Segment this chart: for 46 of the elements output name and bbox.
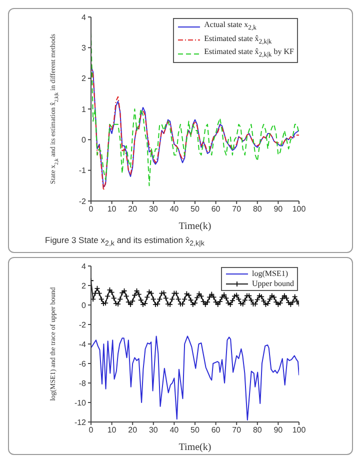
x-tick-label: 100 [292, 204, 306, 214]
x-tick-label: 30 [148, 204, 158, 214]
legend-label: Estimated state x̂$_{2,k|k}$ [204, 34, 272, 48]
y-tick-label: -4 [78, 340, 87, 349]
x-axis-title: Time(k) [178, 442, 212, 453]
y-tick-label: 2 [82, 281, 87, 290]
x-tick-label: 50 [190, 425, 200, 434]
x-tick-label: 70 [232, 425, 242, 434]
x-tick-label: 20 [128, 425, 138, 434]
y-tick-label: 4 [82, 262, 87, 271]
y-tick-label: 4 [82, 12, 87, 22]
x-tick-label: 10 [107, 425, 117, 434]
y-tick-label: 0 [82, 136, 87, 145]
x-tick-label: 90 [274, 204, 284, 214]
y-tick-label: -8 [78, 378, 87, 388]
x-tick-label: 60 [211, 204, 221, 214]
x-axis-title: Time(k) [178, 221, 212, 232]
y-tick-label: -12 [74, 418, 87, 427]
x-tick-label: 30 [148, 425, 158, 434]
x-tick-label: 10 [107, 204, 117, 214]
x-tick-label: 0 [88, 204, 94, 214]
y-tick-label: -10 [74, 398, 87, 408]
x-tick-label: 100 [292, 425, 306, 434]
legend-label: Actual state x$_{2,k}$ [204, 20, 256, 34]
y-tick-label: 3 [82, 44, 87, 53]
x-tick-label: 40 [170, 425, 180, 434]
x-tick-label: 80 [252, 204, 262, 214]
x-tick-label: 0 [88, 425, 94, 434]
y-tick-label: -2 [78, 196, 87, 206]
x-tick-label: 90 [274, 425, 284, 434]
x-tick-label: 80 [252, 425, 262, 434]
y-tick-label: -2 [78, 320, 87, 330]
legend-label: Estimated state x̂$_{2,k|k}$ by KF [204, 47, 294, 61]
legend-label: Upper bound [252, 278, 294, 289]
y-tick-label: -6 [78, 359, 87, 368]
x-tick-label: 70 [232, 204, 242, 214]
legend-label: log(MSE1) [252, 268, 288, 279]
x-tick-label: 40 [170, 204, 180, 214]
x-tick-label: 60 [211, 425, 221, 434]
x-tick-label: 50 [190, 204, 200, 214]
text: Figure 3 State x$_{2,k}$ and its estimation x̂$_{2,k|k}$ [44, 234, 206, 250]
y-tick-label: 1 [82, 104, 87, 114]
y-tick-label: -1 [78, 166, 87, 176]
x-tick-label: 20 [128, 204, 138, 214]
y-tick-label: 2 [82, 74, 87, 84]
y-tick-label: 0 [82, 300, 87, 310]
